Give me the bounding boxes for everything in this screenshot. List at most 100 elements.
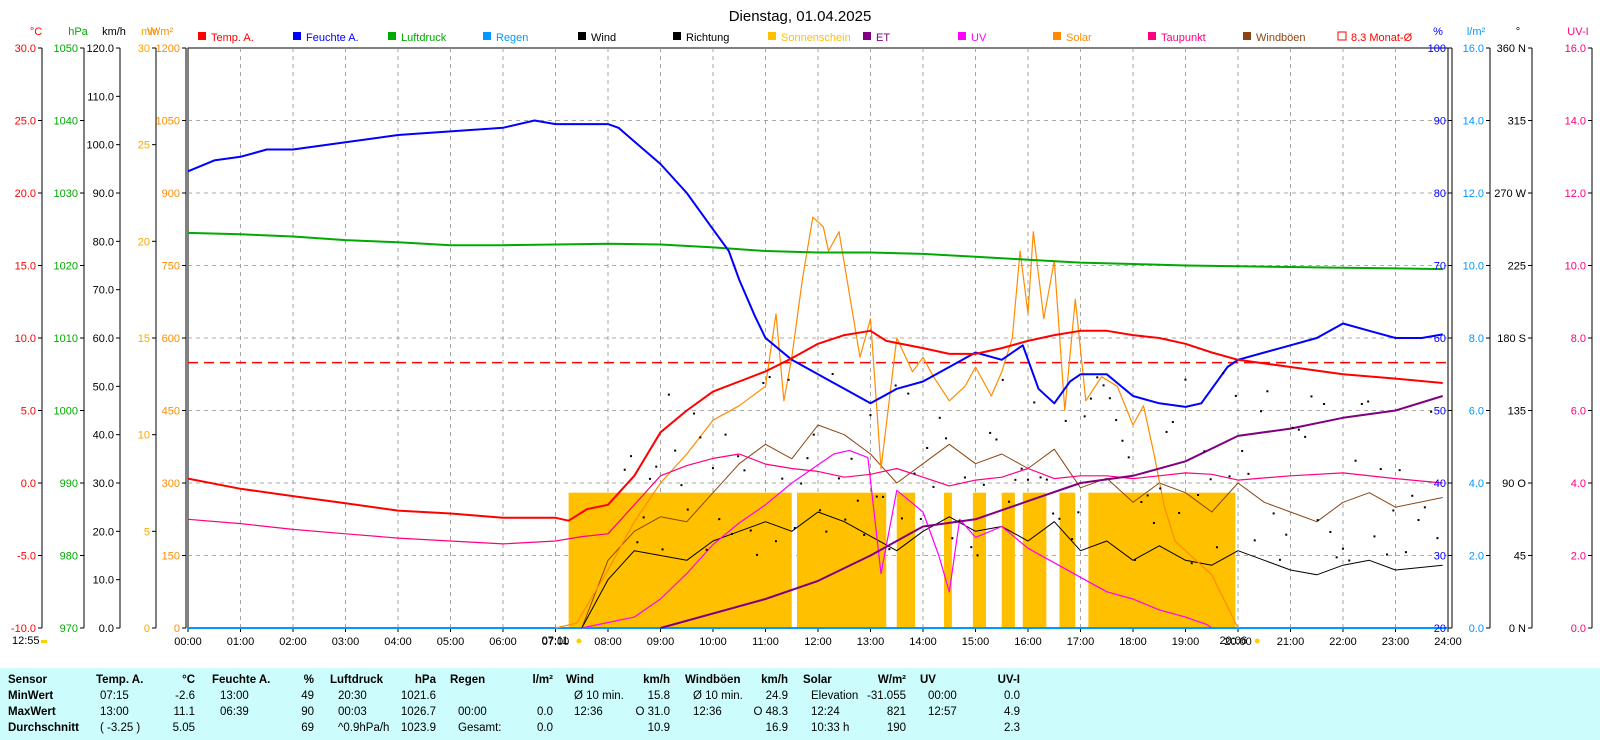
direction-point [957,520,960,523]
tick-label: 1040 [54,116,78,128]
direction-point [655,465,658,468]
stats-row-label: MinWert [8,690,54,702]
tick-label: 60 [1434,333,1446,345]
direction-point [1392,509,1395,512]
stats-unit: W/m² [877,674,906,686]
axis-unit: UV-I [1567,26,1588,38]
direction-point [1234,394,1237,397]
sunshine-bar [568,492,792,628]
stats-header: Feuchte A. [212,674,271,686]
stats-value: 821 [886,706,906,718]
stats-value: 49 [301,690,314,702]
legend-swatch [1243,32,1251,40]
direction-point [1386,553,1389,556]
stats-time: Gesamt: [458,722,502,734]
direction-point [825,530,828,533]
direction-point [1077,511,1080,514]
direction-point [1253,539,1256,542]
direction-point [774,540,777,543]
tick-label: 990 [60,478,78,490]
tick-label: 30 [138,43,150,55]
legend-label: Richtung [686,32,729,44]
direction-point [1297,428,1300,431]
direction-point [976,554,979,557]
stats-time: ( -3.25 ) [100,722,141,734]
tick-label: 25 [138,140,150,152]
tick-label: 1200 [156,43,180,55]
direction-point [938,416,941,419]
tick-label: 450 [162,406,180,418]
direction-point [1190,562,1193,565]
stats-time: 06:39 [220,706,249,718]
direction-point [989,431,992,434]
x-tick-label: 13:00 [857,636,885,648]
tick-label: 180 S [1497,333,1526,345]
direction-point [1335,556,1338,559]
tick-label: 980 [60,551,78,563]
tick-label: 60.0 [93,333,114,345]
tick-label: 40 [1434,478,1446,490]
direction-point [863,533,866,536]
tick-label: 0.0 [99,623,114,635]
tick-label: 970 [60,623,78,635]
tick-label: 80.0 [93,236,114,248]
tick-label: 10.0 [1565,261,1586,273]
direction-point [787,378,790,381]
series [187,119,1448,629]
direction-point [1146,494,1149,497]
legend-label: 8.3 Monat-Ø [1351,32,1413,44]
chart-title: Dienstag, 01.04.2025 [729,8,872,25]
weather-chart: Dienstag, 01.04.2025 Temp. A. Feuchte A. L… [10,8,1593,648]
direction-point [932,485,935,488]
direction-point [1417,519,1420,522]
tick-label: 5.0 [21,406,36,418]
tick-label: 8.0 [1469,333,1484,345]
stats-unit: km/h [761,674,788,686]
direction-point [806,457,809,460]
direction-point [1436,537,1439,540]
direction-point [1102,384,1105,387]
tick-label: 0 [174,623,180,635]
series-humidity [187,119,1443,408]
tick-label: 100 [1428,43,1446,55]
direction-point [900,517,903,520]
tick-label: 50.0 [93,381,114,393]
stats-unit: % [303,674,314,686]
tick-label: 1010 [54,333,78,345]
time-now-label: 12:55 [12,635,40,647]
stats-value: 190 [886,722,906,734]
stats-time: 12:36 [574,706,603,718]
tick-label: 90.0 [93,188,114,200]
legend-swatch [293,32,301,40]
direction-point [680,484,683,487]
direction-point [1152,521,1155,524]
tick-label: 10.0 [93,575,114,587]
direction-point [1316,519,1319,522]
direction-point [1014,478,1017,481]
tick-label: 10 [138,430,150,442]
x-tick-label: 10:00 [699,636,727,648]
direction-point [831,373,834,376]
stats-unit: km/h [643,674,670,686]
direction-point [1266,390,1269,393]
axis-unit: °C [30,26,42,38]
sunrise-label: 07:11 [542,635,569,647]
direction-point [743,469,746,472]
stats-header: Luftdruck [330,674,384,686]
direction-point [1083,415,1086,418]
stats-time: ^0.9hPa/h [338,722,390,734]
tick-label: 6.0 [1571,406,1586,418]
sunshine-bar [1088,492,1236,628]
direction-point [737,455,740,458]
legend-label: Solar [1066,32,1092,44]
stats-time: 00:00 [928,690,957,702]
stats-value: 5.05 [172,722,195,734]
direction-point [630,455,633,458]
direction-point [718,518,721,521]
tick-label: 0.0 [21,478,36,490]
stats-time: 00:03 [338,706,367,718]
sunshine-bar [896,492,916,628]
tick-label: 1000 [54,406,78,418]
series-gusts [581,424,1443,629]
direction-point [793,526,796,529]
